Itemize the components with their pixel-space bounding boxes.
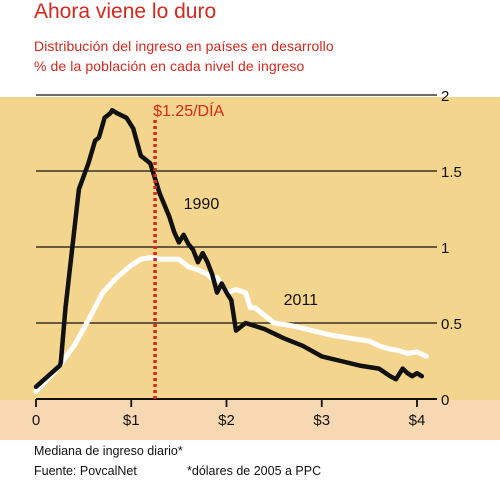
y-tick-label: 0 [441, 392, 449, 409]
series-annotation-2011: 2011 [284, 292, 319, 309]
chart-title: Ahora viene lo duro [34, 0, 217, 23]
series-annotation-1990: 1990 [184, 196, 220, 213]
reference-line: $1.25/DÍA [153, 101, 225, 399]
series-annotations: 1990 2011 [184, 196, 319, 309]
x-tick-label: 0 [32, 412, 40, 429]
x-tick-label: $3 [313, 412, 330, 429]
x-axis-label: Mediana de ingreso diario* [34, 444, 183, 458]
x-axis-ticks: 0 $1 $2 $3 $4 [32, 399, 426, 429]
chart-subtitle-percentage: % de la población en cada nivel de ingre… [34, 58, 305, 74]
source-note: Fuente: PovcalNet [34, 464, 137, 478]
x-tick-label: $2 [218, 412, 235, 429]
x-tick-label: $1 [123, 412, 140, 429]
data-series [33, 107, 429, 394]
chart-area: 0 0.5 1 1.5 2 0 $1 $2 $3 $4 $1.25/DÍA 1990 2011 [0, 88, 500, 440]
y-tick-label: 1.5 [441, 164, 462, 181]
currency-footnote: *dólares de 2005 a PPC [187, 464, 322, 478]
chart-subtitle-distribution: Distribución del ingreso en países en de… [34, 38, 334, 54]
y-axis-ticks: 0 0.5 1 1.5 2 [441, 88, 462, 409]
y-tick-label: 1 [441, 240, 449, 257]
reference-line-label: $1.25/DÍA [153, 101, 224, 120]
y-tick-label: 0.5 [441, 316, 462, 333]
x-tick-label: $4 [409, 412, 426, 429]
y-tick-label: 2 [441, 88, 449, 105]
series-line-1990 [33, 107, 425, 390]
